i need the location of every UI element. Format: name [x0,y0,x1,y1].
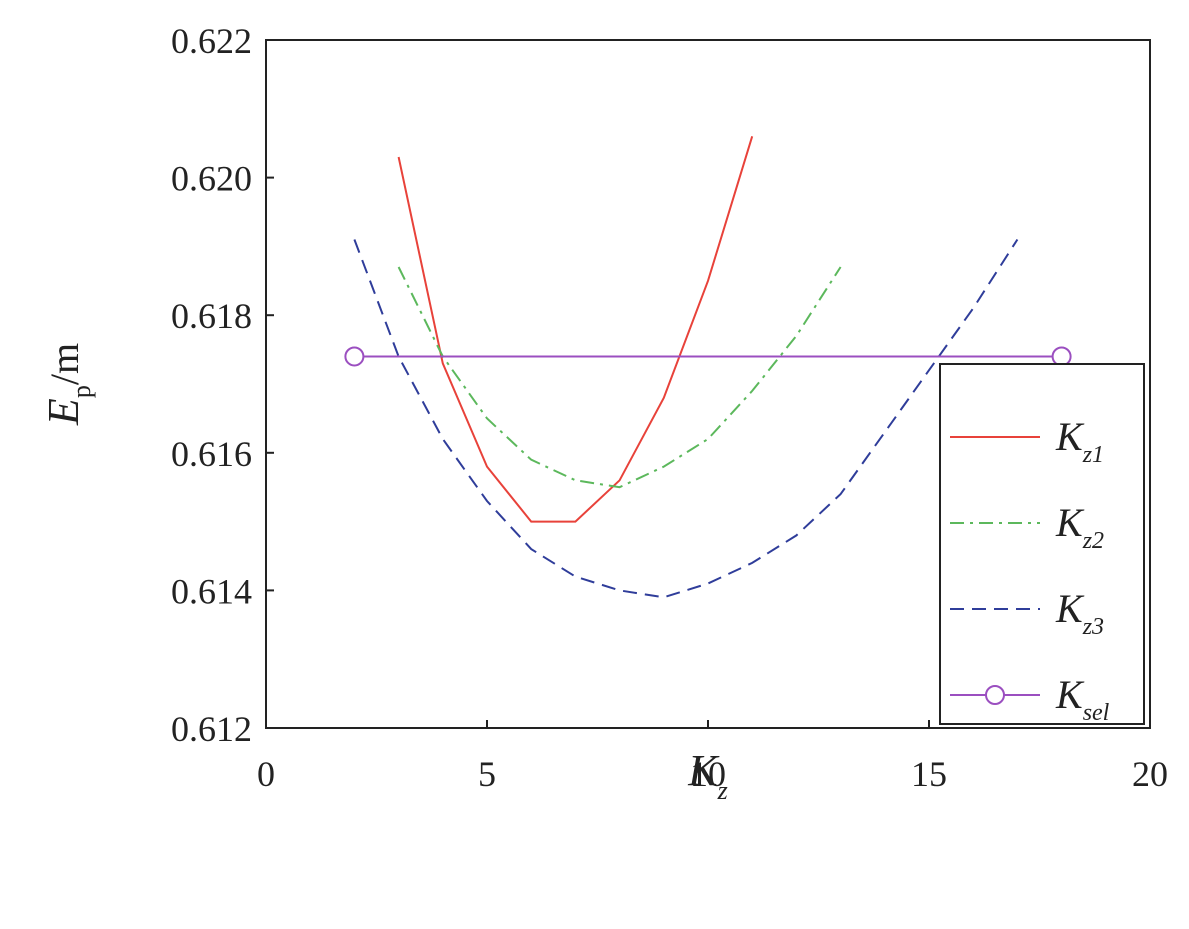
legend-label-sub: sel [1083,700,1110,726]
y-axis-label-main: E [39,398,88,426]
y-tick-label: 0.620 [171,159,252,199]
y-axis-label: Ep/m [39,343,96,426]
x-tick-label: 0 [257,754,275,794]
y-tick-label: 0.614 [171,571,252,611]
legend-label-2: Kz2 [1055,500,1104,554]
legend-label-main: K [1055,414,1085,459]
legend-label-3: Kz3 [1055,586,1104,640]
x-axis-label: Kz [687,746,727,805]
legend-label-sub: z3 [1082,614,1104,640]
x-tick-label: 20 [1132,754,1168,794]
legend-label-main: K [1055,586,1085,631]
series-layer [344,136,1072,599]
series-4-marker [1051,346,1072,367]
y-axis-label-unit: /m [42,343,87,385]
legend-box [939,363,1145,725]
x-tick-label: 10 [690,754,726,794]
legend-label-sub: z2 [1082,528,1104,554]
y-axis-label-sub: p [67,385,96,398]
legend-marker-4 [985,685,1005,705]
legend-label-4: Ksel [1055,672,1110,726]
series-line-1 [397,136,754,523]
legend-label-sub: z1 [1082,442,1104,468]
y-tick-label: 0.612 [171,709,252,749]
y-tick-label: 0.618 [171,296,252,336]
x-tick-label: 15 [911,754,947,794]
axes-layer: 0 5 10 15 20 0.612 0.614 0.616 0.618 0.620 0.622 [171,21,1168,794]
x-tick-label: 5 [478,754,496,794]
legend-label-main: K [1055,500,1085,545]
x-axis-label-sub: z [717,776,728,805]
series-4-marker [344,346,365,367]
legend-label-main: K [1055,672,1085,717]
x-axis-label-main: K [687,746,720,795]
y-tick-label: 0.616 [171,434,252,474]
series-line-2 [397,266,842,489]
series-line-3 [353,238,1019,599]
legend-label-1: Kz1 [1055,414,1104,468]
y-tick-label: 0.622 [171,21,252,61]
